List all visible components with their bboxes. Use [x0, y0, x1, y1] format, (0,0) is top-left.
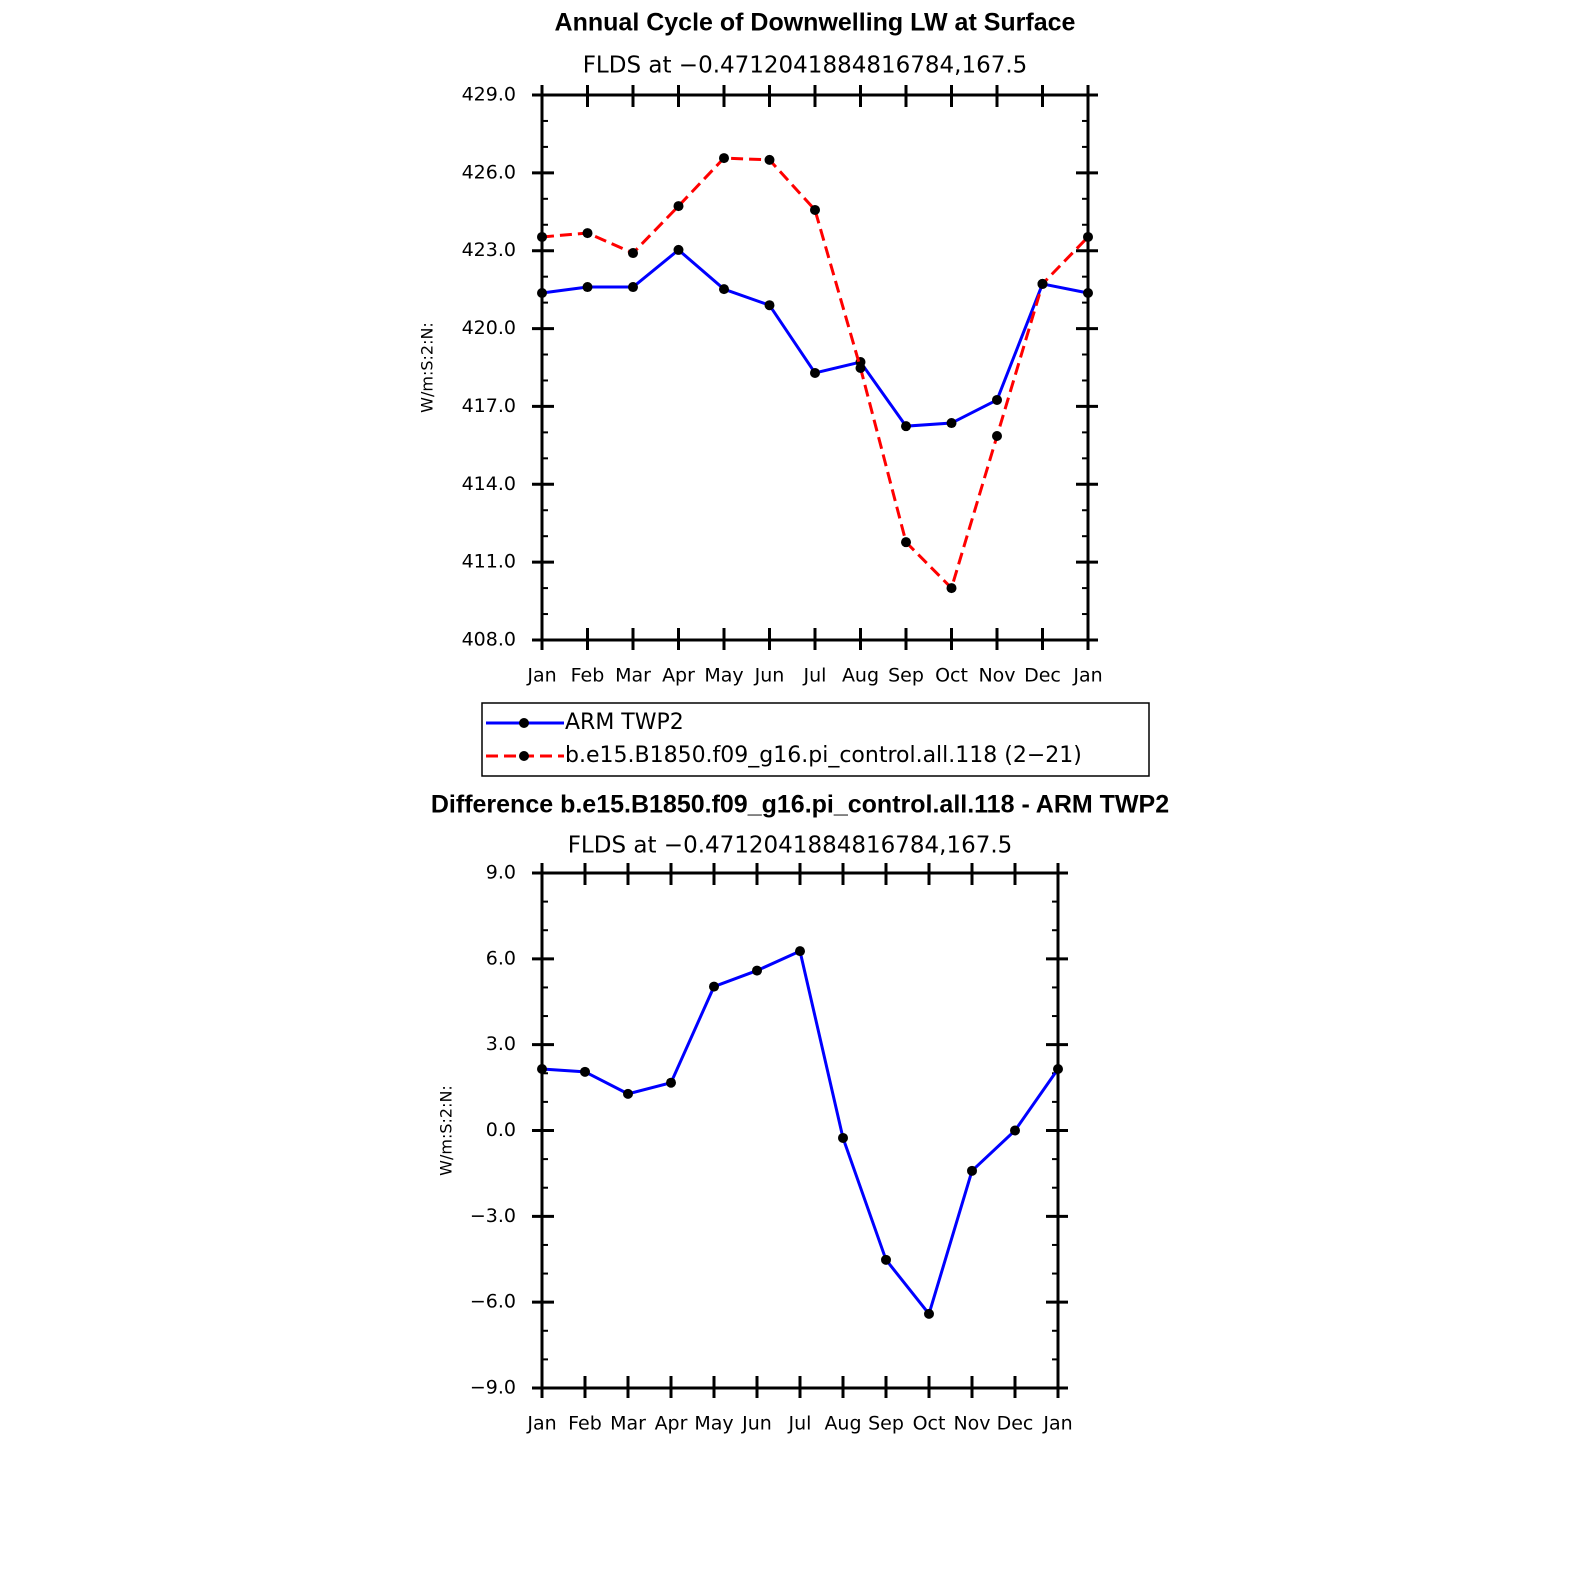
y-tick-label: 417.0	[462, 395, 516, 417]
data-point	[810, 204, 820, 215]
data-point	[1083, 231, 1093, 242]
x-tick-label: Jul	[803, 665, 827, 687]
data-line	[541, 247, 1089, 428]
data-point	[537, 1063, 547, 1074]
x-tick-label: Oct	[935, 665, 968, 687]
data-point	[719, 153, 729, 164]
x-tick-label: Feb	[571, 665, 605, 687]
data-point	[673, 244, 684, 255]
legend-box	[481, 702, 1150, 777]
data-point	[967, 1165, 977, 1176]
data-point	[628, 248, 638, 259]
data-point	[582, 228, 593, 239]
x-tick-label: Apr	[662, 665, 695, 687]
y-tick-label: 408.0	[462, 629, 516, 651]
y-tick-label: 429.0	[462, 84, 516, 106]
y-tick-label: 414.0	[462, 473, 516, 495]
y-tick-label: −6.0	[470, 1291, 516, 1313]
data-point	[901, 421, 911, 432]
y-tick-label: 3.0	[486, 1033, 516, 1055]
x-tick-label: Apr	[655, 1413, 688, 1435]
x-tick-label: Mar	[610, 1413, 646, 1435]
plot-frame	[540, 93, 1090, 642]
data-point	[1010, 1125, 1020, 1136]
data-point	[719, 284, 729, 295]
data-point	[1037, 278, 1048, 289]
x-tick-label: Jan	[526, 665, 556, 687]
x-tick-label: Dec	[1024, 665, 1061, 687]
data-point	[992, 394, 1002, 405]
legend-label: ARM TWP2	[565, 710, 684, 735]
y-tick-label: 9.0	[486, 862, 516, 884]
x-tick-label: May	[704, 665, 743, 687]
data-point	[582, 282, 593, 293]
x-tick-label: Aug	[824, 1413, 861, 1435]
data-point	[795, 946, 805, 957]
y-tick-label: 420.0	[462, 317, 516, 339]
data-point	[709, 981, 719, 992]
chart-title: Difference b.e15.B1850.f09_g16.pi_contro…	[431, 791, 1169, 819]
data-point	[580, 1066, 590, 1077]
data-point	[628, 282, 638, 293]
data-point	[992, 431, 1002, 442]
x-tick-label: Jan	[526, 1413, 556, 1435]
data-point	[924, 1308, 934, 1319]
data-point	[752, 965, 762, 976]
y-tick-label: −3.0	[470, 1205, 516, 1227]
y-tick-label: −9.0	[470, 1377, 516, 1399]
y-tick-label: 411.0	[462, 551, 516, 573]
data-point	[764, 300, 775, 311]
data-point	[838, 1132, 848, 1143]
x-tick-label: Jun	[741, 1413, 772, 1435]
y-tick-label: 6.0	[486, 947, 516, 969]
x-tick-label: Jun	[754, 665, 785, 687]
x-tick-label: Feb	[568, 1413, 602, 1435]
x-tick-label: Jan	[1072, 665, 1102, 687]
data-point	[1083, 288, 1093, 299]
data-point	[537, 288, 547, 299]
data-point	[946, 583, 957, 594]
data-point	[855, 363, 866, 374]
data-point	[673, 201, 684, 212]
data-point	[1053, 1063, 1063, 1074]
data-line	[541, 948, 1060, 1318]
data-point	[764, 154, 775, 165]
data-point	[623, 1088, 633, 1099]
x-tick-label: Aug	[842, 665, 879, 687]
y-axis-label: W/m:S:2:N:	[418, 322, 437, 413]
x-tick-label: Jan	[1042, 1413, 1072, 1435]
x-tick-label: Mar	[615, 665, 651, 687]
data-point	[810, 367, 820, 378]
x-tick-label: May	[694, 1413, 733, 1435]
x-tick-label: Sep	[888, 665, 924, 687]
data-point	[881, 1254, 891, 1265]
data-point	[901, 537, 911, 548]
y-axis-label: W/m:S:2:N:	[437, 1085, 456, 1176]
data-point	[666, 1077, 676, 1088]
x-tick-label: Nov	[978, 665, 1015, 687]
x-tick-label: Sep	[868, 1413, 904, 1435]
y-tick-label: 0.0	[486, 1119, 516, 1141]
legend-marker	[519, 718, 529, 728]
x-tick-label: Oct	[913, 1413, 946, 1435]
y-tick-label: 423.0	[462, 239, 516, 261]
chart-subtitle: FLDS at −0.4712041884816784,167.5	[568, 833, 1013, 859]
x-tick-label: Dec	[997, 1413, 1034, 1435]
x-tick-label: Nov	[953, 1413, 990, 1435]
legend-marker	[519, 751, 529, 761]
data-point	[537, 231, 547, 242]
x-tick-label: Jul	[788, 1413, 812, 1435]
chart-title: Annual Cycle of Downwelling LW at Surfac…	[555, 9, 1076, 37]
y-tick-label: 426.0	[462, 161, 516, 183]
data-point	[946, 418, 957, 429]
chart-subtitle: FLDS at −0.4712041884816784,167.5	[583, 53, 1028, 79]
legend-label: b.e15.B1850.f09_g16.pi_control.all.118 (…	[565, 743, 1082, 768]
